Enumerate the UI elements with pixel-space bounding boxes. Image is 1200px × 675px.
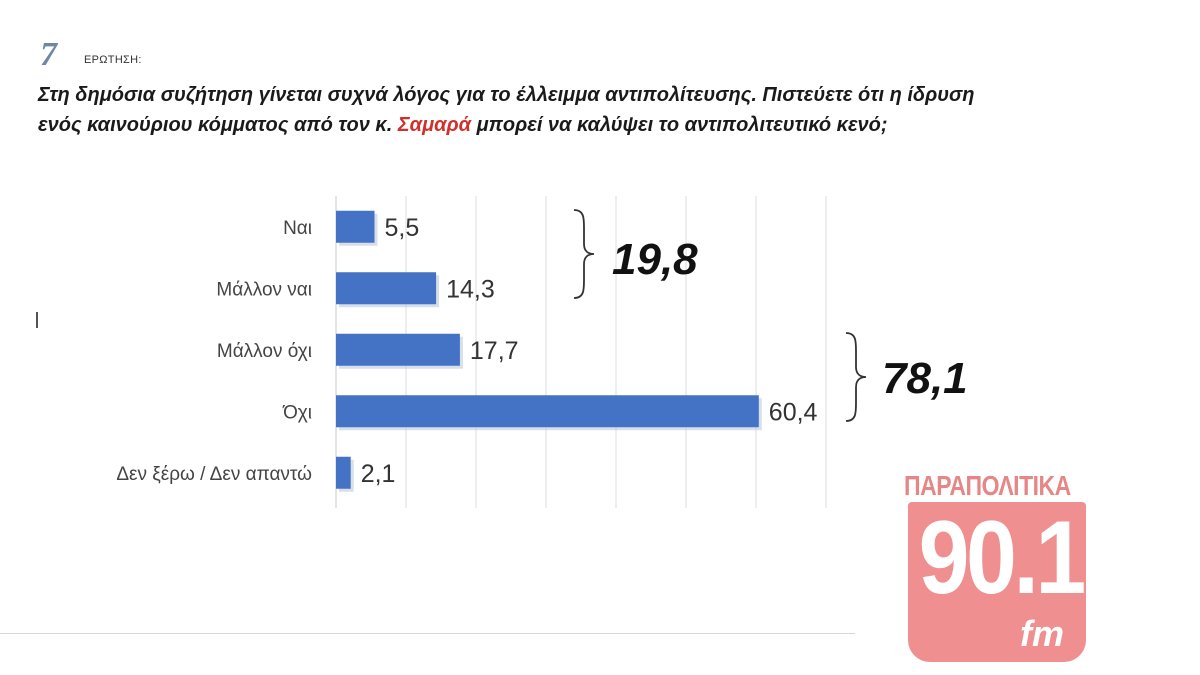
- bottom-divider: [0, 633, 855, 634]
- value-label: 14,3: [446, 275, 495, 303]
- group-bracket: [845, 332, 867, 422]
- bar: [336, 395, 759, 428]
- logo-suffix: fm: [1020, 613, 1064, 654]
- bar: [336, 272, 437, 305]
- category-label: Μάλλον όχι: [217, 341, 312, 362]
- category-label: Δεν ξέρω / Δεν απαντώ: [116, 464, 312, 485]
- category-label: Μάλλον ναι: [216, 279, 312, 300]
- group-bracket: [573, 209, 595, 299]
- station-logo: ΠΑΡΑΠΟΛΙΤΙΚΑ 90.1 fm: [900, 462, 1100, 672]
- logo-badge: 90.1 fm: [908, 502, 1086, 662]
- group-total-label: 78,1: [882, 354, 968, 403]
- bar: [336, 210, 375, 243]
- question-text-start: Στη δημόσια συζήτηση γίνεται συχνά λόγος…: [38, 84, 975, 136]
- value-label: 2,1: [361, 460, 396, 488]
- question-number: 7: [40, 36, 57, 73]
- value-label: 17,7: [470, 337, 519, 365]
- logo-number: 90.1: [918, 502, 1086, 616]
- logo-title: ΠΑΡΑΠΟΛΙΤΙΚΑ: [904, 469, 1071, 501]
- question-text: Στη δημόσια συζήτηση γίνεται συχνά λόγος…: [38, 80, 1018, 140]
- category-label: Ναι: [283, 218, 312, 239]
- bar: [336, 333, 460, 366]
- category-label: Όχι: [282, 402, 312, 423]
- value-label: 5,5: [385, 214, 420, 242]
- text-cursor: [36, 312, 38, 328]
- value-label: 60,4: [769, 398, 818, 426]
- bar: [336, 456, 351, 489]
- question-highlight: Σαμαρά: [397, 114, 472, 136]
- group-total-label: 19,8: [612, 235, 698, 284]
- question-text-end: μπορεί να καλύψει το αντιπολιτευτικό κεν…: [471, 114, 888, 136]
- question-label: ΕΡΩΤΗΣΗ:: [84, 54, 142, 66]
